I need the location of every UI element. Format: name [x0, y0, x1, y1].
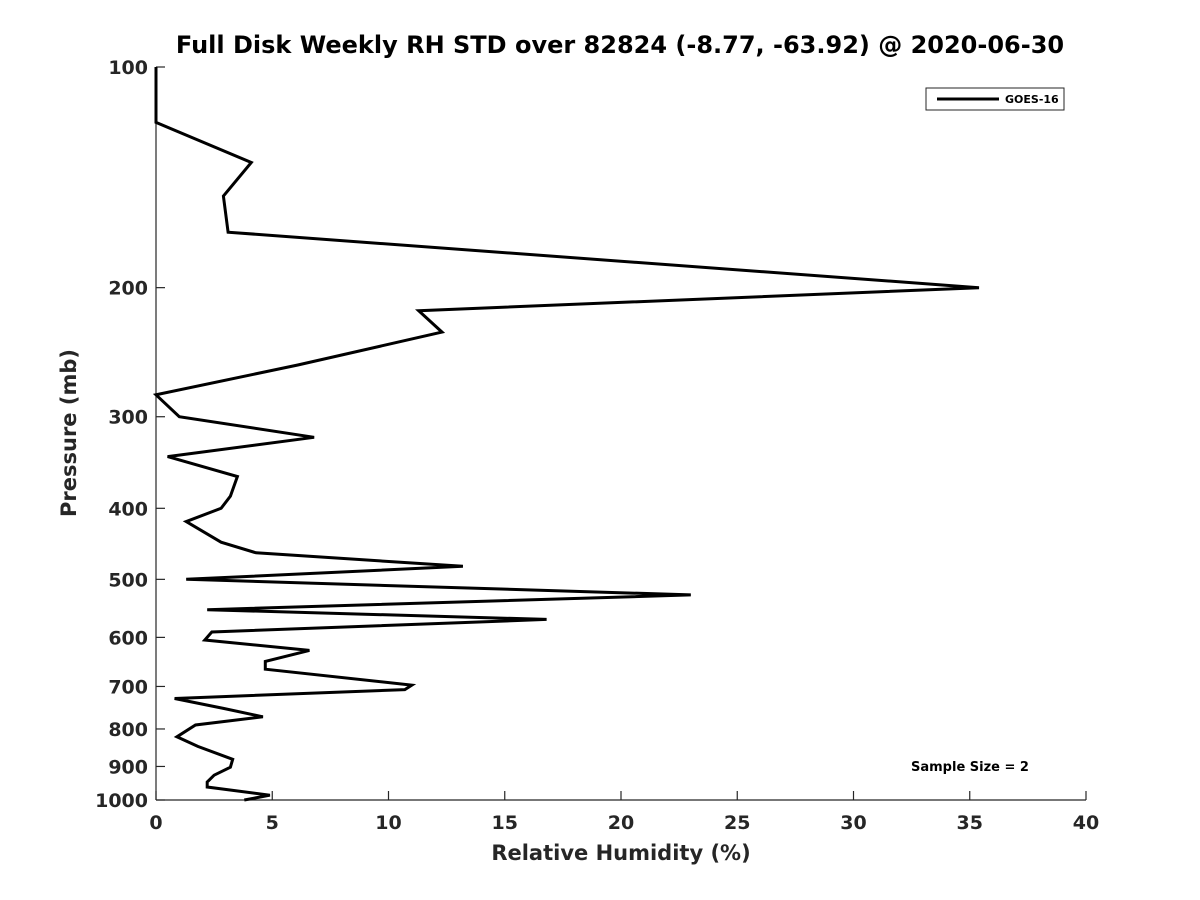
x-axis-label: Relative Humidity (%): [491, 841, 750, 865]
y-tick-label: 700: [108, 676, 148, 698]
sample-size-annotation: Sample Size = 2: [911, 760, 1029, 775]
y-tick-label: 100: [108, 57, 148, 79]
y-tick-label: 800: [108, 719, 148, 741]
x-tick-label: 5: [266, 812, 279, 834]
x-tick-label: 25: [724, 812, 750, 834]
y-tick-label: 400: [108, 498, 148, 520]
x-tick-label: 0: [149, 812, 162, 834]
legend: GOES-16: [925, 87, 1065, 111]
y-tick-label: 1000: [95, 790, 148, 812]
y-tick-label: 300: [108, 407, 148, 429]
x-tick-label: 20: [608, 812, 634, 834]
chart-title: Full Disk Weekly RH STD over 82824 (-8.7…: [176, 31, 1064, 59]
y-ticks: 100 200 300 400 500 600 700 800 900 1000: [95, 57, 165, 812]
x-tick-label: 30: [840, 812, 866, 834]
series-line-goes-16: [152, 67, 980, 802]
x-tick-label: 15: [492, 812, 518, 834]
x-ticks: 0 5 10 15 20 25 30 35 40: [149, 791, 1099, 834]
y-axis-label: Pressure (mb): [57, 349, 81, 517]
x-tick-label: 40: [1073, 812, 1099, 834]
legend-entry-goes-16: GOES-16: [1005, 93, 1059, 106]
x-tick-label: 10: [375, 812, 401, 834]
y-tick-label: 900: [108, 756, 148, 778]
x-tick-label: 35: [957, 812, 983, 834]
y-tick-label: 200: [108, 278, 148, 300]
series-layer: [152, 67, 980, 802]
y-tick-label: 500: [108, 569, 148, 591]
y-tick-label: 600: [108, 627, 148, 649]
